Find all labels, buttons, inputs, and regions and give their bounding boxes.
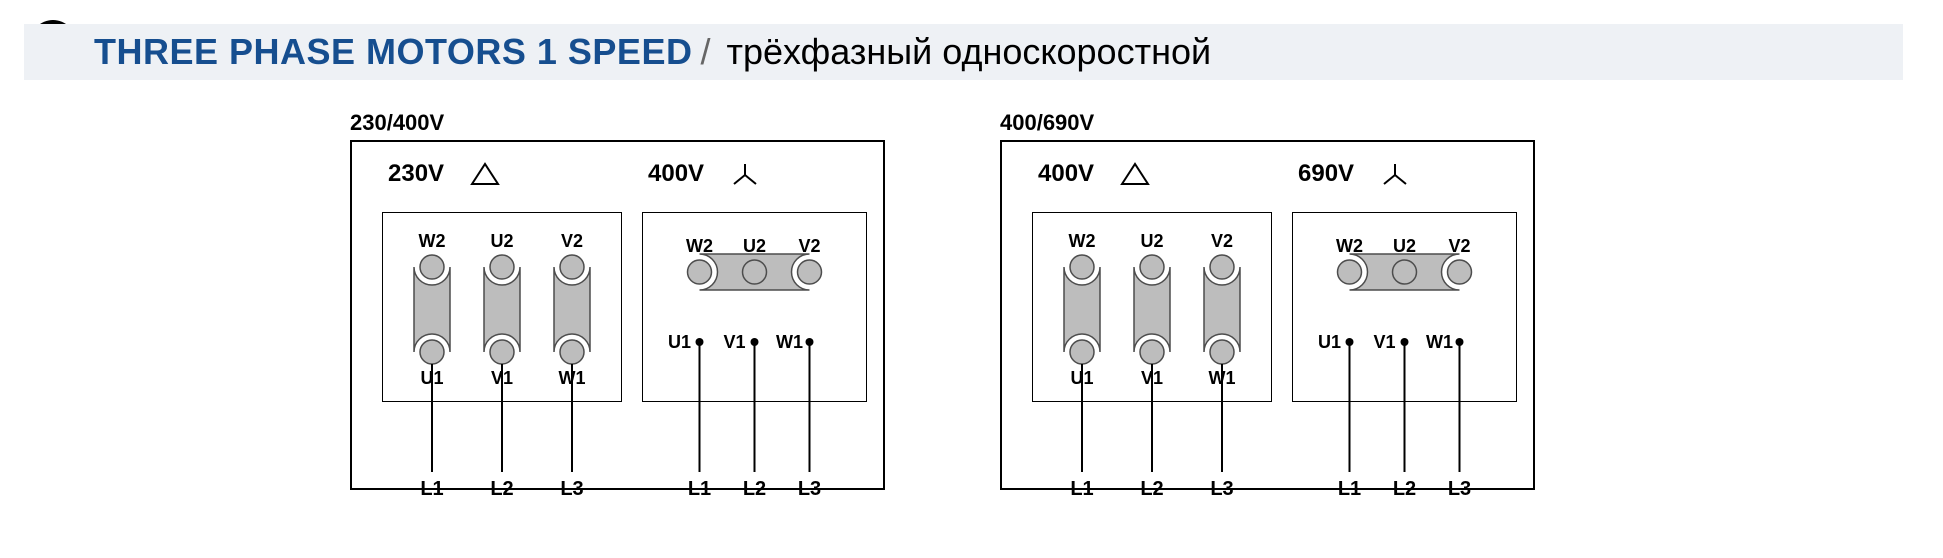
- voltage-group-label: 400/690V: [1000, 110, 1094, 136]
- header-bar: THREE PHASE MOTORS 1 SPEED / трёхфазный …: [24, 24, 1903, 80]
- terminal-label: W2: [1066, 231, 1098, 252]
- connection-panel: 230VW2U2V2U1V1W1L1L2L3400VW2U2V2U1V1W1L1…: [350, 140, 885, 490]
- line-label: L2: [1389, 478, 1421, 501]
- voltage-label: 400V: [648, 160, 704, 188]
- connection-panel: 400VW2U2V2U1V1W1L1L2L3690VW2U2V2U1V1W1L1…: [1000, 140, 1535, 490]
- line-label: L2: [1136, 478, 1168, 501]
- line-label: L1: [684, 478, 716, 501]
- terminal-svg: [382, 212, 622, 502]
- voltage-group-label: 230/400V: [350, 110, 444, 136]
- terminal-label: V2: [794, 236, 826, 257]
- terminal-label: U1: [1066, 368, 1098, 389]
- terminal-label: V1: [486, 368, 518, 389]
- terminal-label: W2: [416, 231, 448, 252]
- terminal-label: V1: [721, 332, 749, 353]
- line-label: L1: [1066, 478, 1098, 501]
- terminal-label: U2: [739, 236, 771, 257]
- terminal-label: V2: [1206, 231, 1238, 252]
- terminal-label: U2: [1389, 236, 1421, 257]
- terminal-label: U1: [1316, 332, 1344, 353]
- terminal-label: U1: [416, 368, 448, 389]
- terminal-label: V2: [1444, 236, 1476, 257]
- line-label: L2: [739, 478, 771, 501]
- voltage-label: 690V: [1298, 160, 1354, 188]
- title-separator: /: [700, 31, 710, 73]
- terminal-label: U2: [486, 231, 518, 252]
- line-label: L1: [1334, 478, 1366, 501]
- title-english: THREE PHASE MOTORS 1 SPEED: [94, 31, 692, 73]
- terminal-label: W1: [556, 368, 588, 389]
- voltage-label: 400V: [1038, 160, 1094, 188]
- terminal-label: V1: [1136, 368, 1168, 389]
- line-label: L3: [556, 478, 588, 501]
- terminal-label: V2: [556, 231, 588, 252]
- delta-icon: [1118, 160, 1152, 188]
- terminal-label: U1: [666, 332, 694, 353]
- line-label: L1: [416, 478, 448, 501]
- line-label: L2: [486, 478, 518, 501]
- delta-icon: [468, 160, 502, 188]
- line-label: L3: [794, 478, 826, 501]
- terminal-label: W2: [684, 236, 716, 257]
- line-label: L3: [1206, 478, 1238, 501]
- voltage-label: 230V: [388, 160, 444, 188]
- terminal-label: W2: [1334, 236, 1366, 257]
- star-icon: [728, 160, 762, 188]
- terminal-label: U2: [1136, 231, 1168, 252]
- terminal-svg: [1032, 212, 1272, 502]
- title-russian: трёхфазный односкоростной: [726, 31, 1211, 73]
- terminal-label: W1: [1426, 332, 1454, 353]
- terminal-label: V1: [1371, 332, 1399, 353]
- terminal-label: W1: [776, 332, 804, 353]
- star-icon: [1378, 160, 1412, 188]
- terminal-label: W1: [1206, 368, 1238, 389]
- line-label: L3: [1444, 478, 1476, 501]
